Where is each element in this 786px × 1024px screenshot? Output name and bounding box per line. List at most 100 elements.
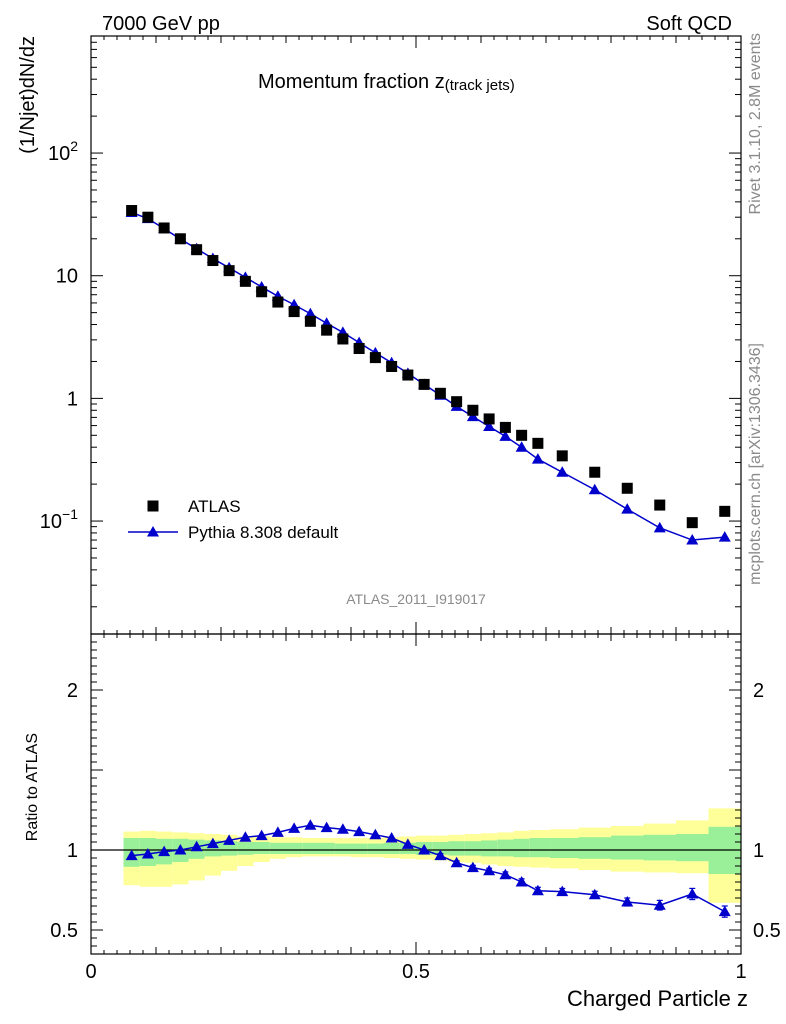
atlas-point bbox=[256, 286, 268, 298]
atlas-point bbox=[483, 413, 495, 425]
ratio-point bbox=[686, 888, 699, 899]
series-atlas bbox=[126, 205, 731, 529]
ratio-point bbox=[174, 844, 187, 855]
ratio-point bbox=[320, 821, 333, 833]
tick-base: 10 bbox=[40, 511, 62, 533]
ratio-band-inner bbox=[448, 841, 465, 856]
ratio-y-axis-label: Ratio to ATLAS bbox=[24, 733, 41, 841]
atlas-point bbox=[142, 211, 154, 223]
ratio-band-inner bbox=[432, 842, 449, 855]
ratio-band-inner bbox=[464, 841, 481, 856]
y-axis-label: (1/Njet)dN/dz bbox=[17, 36, 39, 154]
ratio-band-inner bbox=[676, 834, 709, 862]
pythia-point bbox=[466, 410, 479, 422]
ratio-point bbox=[621, 896, 634, 907]
x-tick-label: 1 bbox=[735, 961, 746, 983]
ratio-point bbox=[239, 831, 252, 842]
y-tick-label: 1 bbox=[67, 388, 78, 410]
y-tick-label: 10 bbox=[56, 266, 78, 288]
atlas-point bbox=[369, 352, 381, 364]
legend-atlas-marker bbox=[147, 500, 159, 512]
ratio-point bbox=[401, 838, 414, 849]
pythia-point bbox=[588, 483, 601, 495]
ratio-band-inner bbox=[481, 840, 498, 857]
ratio-band-inner bbox=[286, 842, 303, 854]
ratio-point bbox=[653, 899, 666, 910]
atlas-point bbox=[451, 396, 463, 408]
atlas-point bbox=[239, 275, 251, 287]
ratio-point bbox=[450, 856, 463, 868]
ratio-point bbox=[556, 885, 569, 897]
header-left-label: 7000 GeV pp bbox=[102, 13, 220, 35]
tick-exponent: −1 bbox=[62, 506, 78, 522]
ratio-band-inner bbox=[529, 838, 551, 858]
ratio-point bbox=[125, 849, 138, 861]
ratio-tick-label-right: 1 bbox=[753, 840, 764, 862]
y-tick-label-power: 10−1 bbox=[40, 506, 78, 533]
x-tick-label: 0.5 bbox=[402, 961, 430, 983]
pythia-point bbox=[621, 503, 634, 514]
pythia-point bbox=[515, 441, 528, 452]
pythia-point bbox=[304, 307, 317, 319]
ratio-band-inner bbox=[383, 842, 400, 854]
pythia-line bbox=[131, 211, 725, 541]
atlas-point bbox=[499, 421, 511, 433]
ratio-point bbox=[718, 905, 731, 917]
ratio-tick-label: 1 bbox=[67, 840, 78, 862]
atlas-point bbox=[353, 343, 365, 355]
atlas-point bbox=[418, 378, 430, 390]
ratio-point bbox=[588, 888, 601, 900]
tick-exponent: 2 bbox=[70, 138, 78, 154]
atlas-point bbox=[272, 296, 284, 308]
atlas-point bbox=[304, 315, 316, 327]
main-panel-frame bbox=[90, 35, 742, 635]
ratio-point bbox=[385, 832, 398, 843]
ratio-band-inner bbox=[513, 838, 530, 858]
ratio-point bbox=[466, 861, 479, 873]
atlas-point bbox=[288, 306, 300, 318]
rivet-label: Rivet 3.1.10, 2.8M events bbox=[747, 33, 764, 214]
atlas-point bbox=[191, 244, 203, 256]
legend-atlas-label: ATLAS bbox=[188, 497, 241, 516]
ratio-point bbox=[223, 834, 236, 845]
ratio-point bbox=[141, 848, 154, 859]
ratio-point bbox=[418, 844, 431, 855]
ratio-band-inner bbox=[611, 835, 644, 860]
ratio-point bbox=[271, 826, 284, 837]
chart-axes bbox=[90, 35, 742, 955]
ratio-uncertainty-bands bbox=[123, 808, 741, 903]
pythia-point bbox=[653, 521, 666, 533]
header-right-label: Soft QCD bbox=[646, 13, 732, 35]
atlas-point bbox=[719, 505, 731, 517]
ratio-band-inner bbox=[269, 842, 286, 854]
ratio-band-inner bbox=[302, 842, 319, 854]
pythia-point bbox=[531, 453, 544, 464]
ratio-point bbox=[288, 822, 301, 833]
ratio-point bbox=[499, 868, 512, 880]
ratio-point bbox=[515, 876, 528, 887]
ratio-point bbox=[158, 845, 171, 857]
legend-pythia-marker bbox=[147, 526, 159, 537]
ratio-band-inner bbox=[237, 842, 254, 855]
atlas-point bbox=[467, 404, 479, 416]
atlas-point bbox=[223, 265, 235, 277]
ratio-band-inner bbox=[578, 837, 611, 859]
chart-title-main: Momentum fraction z bbox=[258, 71, 445, 93]
mcplots-label: mcplots.cern.ch [arXiv:1306.3436] bbox=[747, 343, 764, 585]
atlas-point bbox=[434, 387, 446, 399]
ratio-point bbox=[190, 840, 203, 852]
atlas-point bbox=[321, 324, 333, 336]
atlas-point bbox=[386, 360, 398, 372]
ratio-point bbox=[483, 864, 496, 876]
ratio-point bbox=[304, 819, 317, 830]
atlas-point bbox=[532, 437, 544, 449]
analysis-id: ATLAS_2011_I919017 bbox=[346, 591, 486, 607]
pythia-point bbox=[483, 420, 496, 431]
ratio-tick-label: 2 bbox=[67, 680, 78, 702]
ratio-band-inner bbox=[351, 843, 368, 854]
atlas-point bbox=[402, 369, 414, 381]
x-tick-label: 0 bbox=[85, 961, 96, 983]
ratio-band-inner bbox=[334, 843, 351, 854]
ratio-point bbox=[206, 837, 219, 849]
